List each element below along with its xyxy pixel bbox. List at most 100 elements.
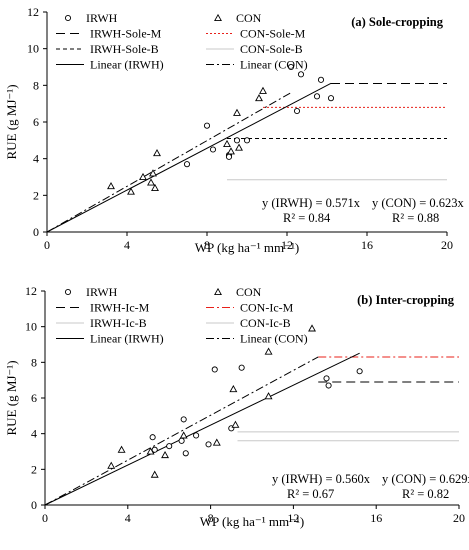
x-tick-label: 16 [361, 238, 373, 252]
y-tick-label: 8 [33, 78, 39, 92]
legend-label: IRWH-Ic-B [90, 316, 147, 330]
y-tick-label: 2 [33, 188, 39, 202]
data-point-con [139, 172, 147, 181]
legend-marker-circle [64, 14, 72, 22]
data-point-irwh [178, 437, 185, 444]
data-point-irwh [287, 63, 295, 71]
data-point-irwh [193, 432, 200, 439]
data-point-con [259, 86, 267, 94]
equation-con: y (CON) = 0.623x [372, 196, 465, 210]
equation-con: y (CON) = 0.629x [382, 472, 469, 486]
series-line-linear-con [44, 356, 319, 506]
r-squared-irwh: R² = 0.84 [283, 211, 331, 225]
data-point-irwh [205, 441, 212, 448]
x-axis-label: WP (kg ha⁻¹ mm⁻¹) [195, 240, 299, 255]
legend-label: IRWH [86, 285, 118, 299]
data-point-con [147, 178, 155, 186]
data-point-con [235, 143, 243, 151]
chart-title: (b) Inter-cropping [357, 293, 455, 307]
data-point-con [227, 147, 235, 155]
data-point-irwh [183, 161, 191, 168]
data-point-irwh [225, 153, 233, 160]
y-tick-label: 0 [31, 498, 37, 512]
legend-marker-circle [64, 288, 72, 296]
legend-label: IRWH-Sole-M [90, 27, 162, 41]
x-tick-label: 0 [42, 511, 48, 525]
data-point-irwh [209, 146, 217, 153]
x-tick-label: 4 [124, 238, 130, 252]
data-point-irwh [327, 95, 335, 102]
legend-label: CON-Ic-B [240, 316, 291, 330]
data-point-con [255, 94, 263, 102]
chart-panel-b: 0 2 4 6 8 10 12 0 4 8 12 16 20 WP (kg ha⁻¹ mm⁻¹) RUE (… [4, 284, 469, 529]
data-point-con [149, 169, 157, 177]
data-point-irwh [325, 382, 332, 389]
x-tick-label: 4 [125, 511, 131, 525]
equation-irwh: y (IRWH) = 0.571x [262, 196, 361, 210]
y-tick-label: 10 [27, 42, 39, 56]
data-point-irwh [149, 434, 156, 441]
data-point-con [146, 447, 155, 455]
chart-title: (a) Sole-cropping [351, 15, 444, 29]
data-point-irwh [356, 368, 363, 375]
data-point-irwh [211, 366, 218, 373]
data-point-con [212, 438, 221, 446]
y-tick-label: 12 [27, 5, 39, 19]
chart-panel-a: 0 2 4 6 8 10 12 0 4 8 12 16 20 WP (kg ha⁻¹ mm⁻¹) RUE (… [4, 5, 465, 255]
x-tick-label: 0 [44, 238, 50, 252]
x-tick-label: 8 [208, 511, 214, 525]
r-squared-con: R² = 0.88 [392, 211, 439, 225]
legend-label: IRWH-Ic-M [90, 301, 150, 315]
x-axis-label: WP (kg ha⁻¹ mm⁻¹) [200, 514, 304, 529]
legend-label: CON [236, 285, 262, 299]
data-point-irwh [293, 107, 301, 115]
legend-label: CON [236, 11, 262, 25]
data-point-con [233, 108, 241, 116]
data-point-irwh [182, 450, 189, 457]
y-tick-label: 10 [25, 320, 37, 334]
data-point-con [229, 384, 238, 393]
data-point-con [264, 347, 273, 355]
y-tick-label: 6 [33, 115, 39, 129]
data-point-con [231, 420, 240, 428]
series-line-linear-irwh [46, 82, 332, 233]
legend-label: CON-Ic-M [240, 301, 294, 315]
equation-irwh: y (IRWH) = 0.560x [272, 472, 371, 486]
x-tick-label: 12 [281, 238, 293, 252]
data-point-con [150, 470, 159, 478]
series-line-linear-irwh [44, 352, 360, 506]
data-point-irwh [243, 137, 251, 144]
data-point-irwh [238, 364, 245, 371]
y-tick-label: 8 [31, 355, 37, 369]
x-tick-label: 20 [441, 238, 453, 252]
data-point-irwh [151, 446, 158, 453]
x-tick-label: 12 [287, 511, 299, 525]
x-tick-label: 8 [204, 238, 210, 252]
legend-label: Linear (CON) [240, 58, 308, 72]
y-tick-label: 4 [31, 427, 37, 441]
legend-label: Linear (IRWH) [90, 58, 164, 72]
series-line-linear-con [46, 92, 292, 233]
y-tick-label: 2 [31, 462, 37, 476]
data-point-con [107, 182, 115, 190]
y-tick-label: 4 [33, 152, 39, 166]
x-tick-label: 20 [453, 511, 465, 525]
x-tick-label: 16 [370, 511, 382, 525]
legend-label: IRWH [86, 11, 118, 25]
data-point-irwh [166, 443, 173, 450]
data-point-con [264, 392, 273, 400]
data-point-irwh [313, 93, 321, 100]
legend-marker-triangle [214, 13, 222, 22]
data-point-con [161, 450, 170, 459]
legend-label: CON-Sole-B [240, 42, 303, 56]
data-point-con [117, 445, 126, 453]
legend-label: Linear (IRWH) [90, 332, 164, 346]
y-axis-label: RUE (g MJ⁻¹) [4, 360, 19, 435]
data-point-con [153, 149, 161, 157]
data-point-irwh [297, 71, 305, 78]
y-tick-label: 0 [33, 225, 39, 239]
data-point-irwh [323, 375, 330, 382]
data-point-irwh [317, 76, 325, 83]
data-point-irwh [203, 122, 211, 129]
